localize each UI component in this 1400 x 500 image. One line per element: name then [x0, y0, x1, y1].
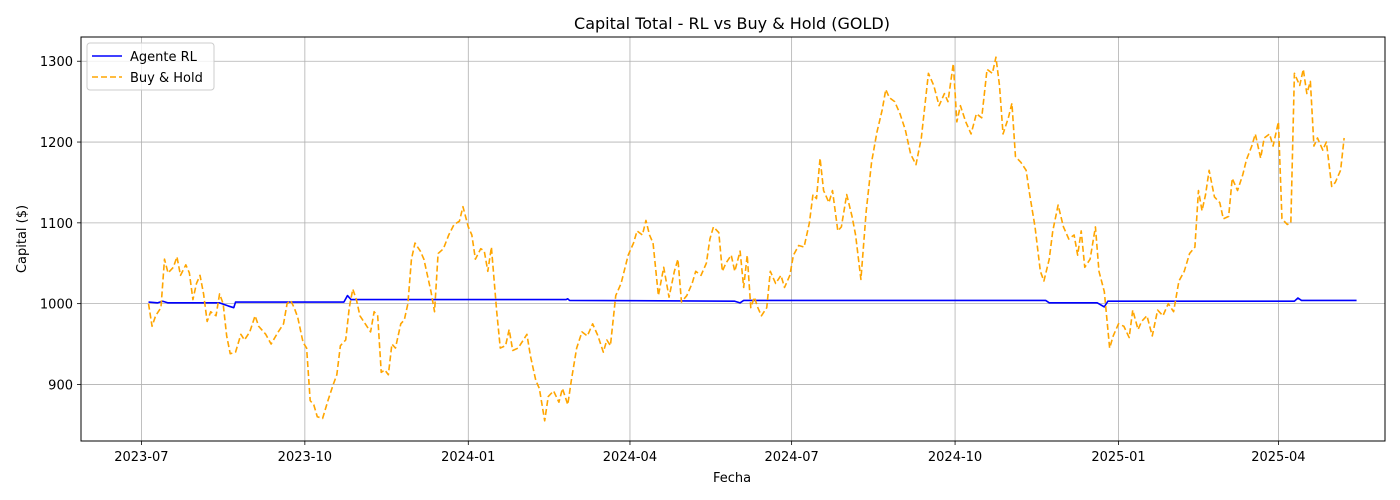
x-tick-label: 2024-01: [441, 450, 495, 465]
y-tick-label: 1000: [40, 298, 73, 313]
x-tick-label: 2024-04: [603, 450, 657, 465]
chart-title: Capital Total - RL vs Buy & Hold (GOLD): [574, 14, 890, 33]
legend-label-buy-hold: Buy & Hold: [130, 71, 203, 86]
x-tick-label: 2025-01: [1091, 450, 1145, 465]
x-tick-label: 2024-07: [764, 450, 818, 465]
y-tick-label: 900: [48, 378, 73, 393]
x-tick-label: 2024-10: [928, 450, 982, 465]
legend: Agente RL Buy & Hold: [87, 43, 214, 90]
y-tick-label: 1100: [40, 217, 73, 232]
x-tick-label: 2023-10: [278, 450, 332, 465]
y-tick-label: 1300: [40, 55, 73, 70]
y-axis-label: Capital ($): [15, 205, 30, 273]
x-axis-label: Fecha: [713, 471, 751, 486]
x-tick-label: 2023-07: [114, 450, 168, 465]
y-tick-label: 1200: [40, 136, 73, 151]
legend-label-agente-rl: Agente RL: [130, 50, 198, 65]
x-tick-label: 2025-04: [1251, 450, 1305, 465]
